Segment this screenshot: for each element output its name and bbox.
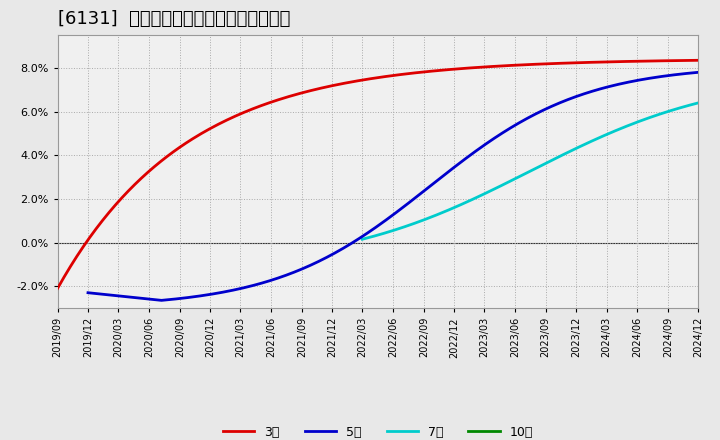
Text: [6131]  経常利益マージンの平均値の推移: [6131] 経常利益マージンの平均値の推移 <box>58 10 290 28</box>
Legend: 3年, 5年, 7年, 10年: 3年, 5年, 7年, 10年 <box>218 421 538 440</box>
